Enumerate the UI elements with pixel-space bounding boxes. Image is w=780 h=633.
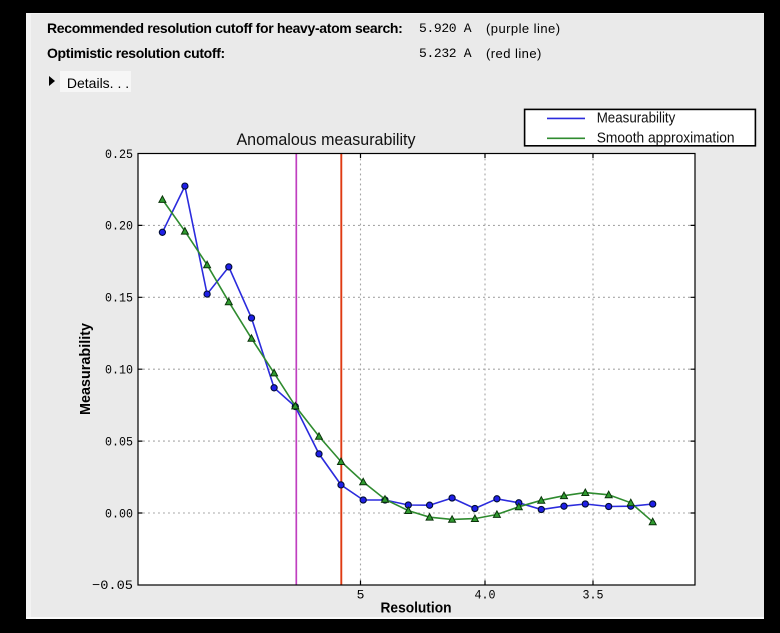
svg-text:Anomalous measurability: Anomalous measurability xyxy=(237,130,416,149)
svg-text:0.20: 0.20 xyxy=(105,219,133,234)
svg-text:−0.05: −0.05 xyxy=(92,578,133,593)
svg-text:5: 5 xyxy=(357,588,365,603)
svg-text:4.0: 4.0 xyxy=(475,588,496,603)
svg-text:Measurability: Measurability xyxy=(597,111,676,127)
svg-text:Resolution: Resolution xyxy=(381,601,452,617)
svg-text:0.05: 0.05 xyxy=(105,434,133,449)
svg-text:0.25: 0.25 xyxy=(105,147,133,162)
svg-text:0.15: 0.15 xyxy=(105,291,133,306)
svg-text:Measurability: Measurability xyxy=(78,323,94,415)
svg-text:3.5: 3.5 xyxy=(583,588,604,603)
svg-text:Smooth approximation: Smooth approximation xyxy=(597,131,735,147)
svg-text:0.10: 0.10 xyxy=(105,363,133,378)
svg-text:0.00: 0.00 xyxy=(105,506,133,521)
